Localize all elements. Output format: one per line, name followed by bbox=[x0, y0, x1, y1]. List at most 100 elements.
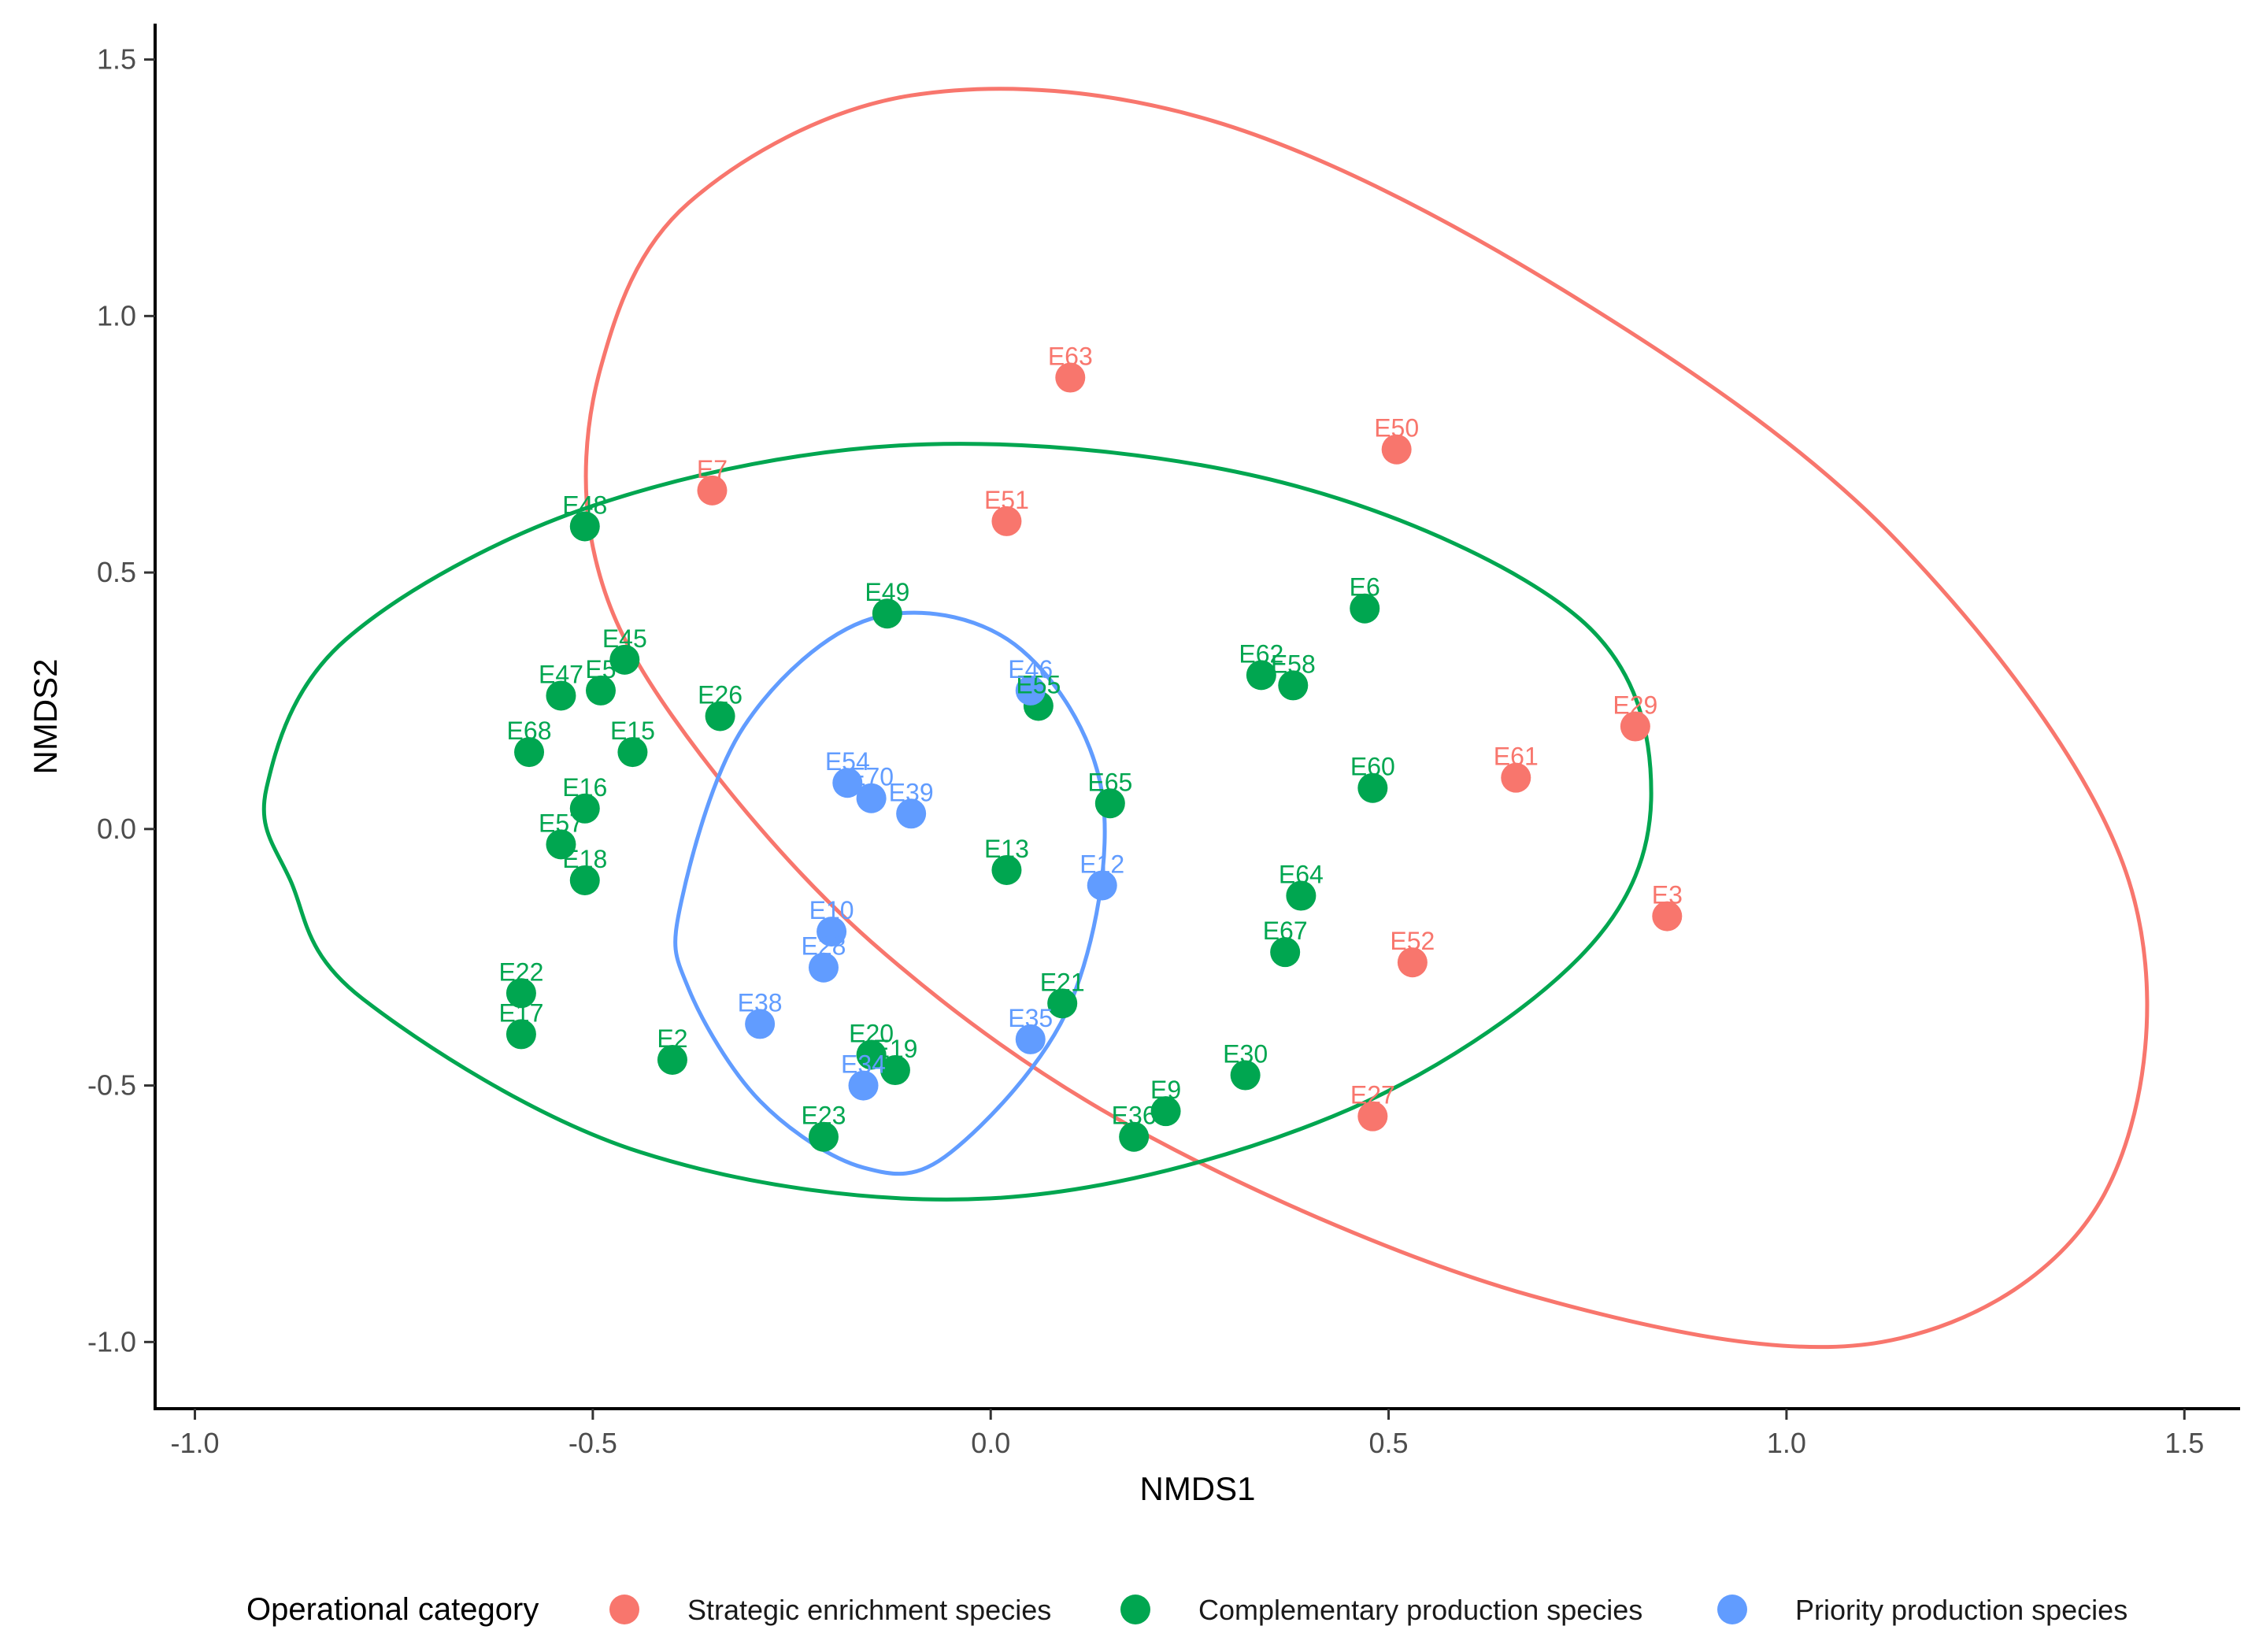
point-label-e60: E60 bbox=[1350, 753, 1395, 781]
point-label-e50: E50 bbox=[1374, 414, 1419, 443]
x-tick-label: 0.0 bbox=[971, 1427, 1010, 1459]
x-tick-label: 1.0 bbox=[1767, 1427, 1806, 1459]
x-tick-label: 1.5 bbox=[2165, 1427, 2204, 1459]
point-e15 bbox=[617, 737, 648, 768]
point-label-e64: E64 bbox=[1279, 861, 1324, 889]
point-label-e3: E3 bbox=[1652, 881, 1683, 909]
point-e57 bbox=[546, 829, 576, 860]
legend-label-complementary-production-species: Complementary production species bbox=[1198, 1594, 1642, 1626]
point-label-e10: E10 bbox=[809, 896, 854, 924]
point-label-e52: E52 bbox=[1390, 927, 1435, 955]
point-label-e7: E7 bbox=[697, 455, 728, 483]
point-label-e36: E36 bbox=[1112, 1102, 1157, 1130]
point-e68 bbox=[514, 737, 545, 768]
point-e46 bbox=[1015, 675, 1046, 706]
legend: Operational category Strategic enrichmen… bbox=[246, 1592, 2128, 1627]
x-tick-label: -1.0 bbox=[171, 1427, 220, 1459]
x-tick-label: 0.5 bbox=[1369, 1427, 1409, 1459]
y-tick-label: 0.0 bbox=[97, 813, 136, 845]
point-e58 bbox=[1278, 670, 1309, 701]
ellipse-complementary-production-species bbox=[261, 442, 1654, 1202]
point-label-e30: E30 bbox=[1223, 1040, 1268, 1069]
y-tick-label: 1.0 bbox=[97, 299, 136, 332]
point-label-e68: E68 bbox=[507, 717, 552, 745]
point-label-e26: E26 bbox=[698, 681, 743, 709]
point-e47 bbox=[546, 680, 576, 711]
point-e35 bbox=[1015, 1024, 1046, 1054]
point-e29 bbox=[1620, 711, 1650, 742]
y-axis-ticks: -1.0 -0.5 0.0 0.5 1.0 1.5 bbox=[87, 43, 155, 1358]
point-e48 bbox=[569, 511, 600, 542]
legend-key-strategic-enrichment-species bbox=[609, 1595, 639, 1624]
point-e30 bbox=[1230, 1060, 1261, 1091]
point-e51 bbox=[991, 506, 1022, 536]
legend-label-strategic-enrichment-species: Strategic enrichment species bbox=[687, 1594, 1051, 1626]
point-label-e55: E55 bbox=[1016, 670, 1061, 698]
point-e62 bbox=[1246, 660, 1276, 691]
point-label-e46: E46 bbox=[1008, 655, 1053, 683]
y-axis-title: NMDS2 bbox=[27, 658, 64, 774]
point-label-e19: E19 bbox=[872, 1035, 917, 1063]
confidence-ellipses bbox=[261, 87, 2150, 1350]
point-label-e29: E29 bbox=[1613, 691, 1657, 720]
point-label-e48: E48 bbox=[562, 491, 607, 519]
point-e19 bbox=[880, 1055, 910, 1086]
point-label-e35: E35 bbox=[1008, 1004, 1053, 1032]
point-label-e61: E61 bbox=[1494, 743, 1539, 771]
legend-title: Operational category bbox=[246, 1592, 539, 1627]
point-label-e21: E21 bbox=[1040, 968, 1085, 996]
point-label-e28: E28 bbox=[802, 932, 846, 961]
point-label-e67: E67 bbox=[1263, 917, 1308, 945]
point-label-e49: E49 bbox=[865, 578, 909, 606]
point-e2 bbox=[657, 1044, 687, 1075]
legend-key-complementary-production-species bbox=[1120, 1595, 1150, 1624]
point-e36 bbox=[1119, 1121, 1150, 1152]
point-e7 bbox=[697, 475, 728, 506]
point-label-e51: E51 bbox=[984, 486, 1029, 514]
point-e50 bbox=[1381, 434, 1412, 465]
point-e34 bbox=[848, 1070, 879, 1101]
point-label-e9: E9 bbox=[1150, 1076, 1181, 1104]
point-e23 bbox=[808, 1121, 839, 1152]
point-label-e65: E65 bbox=[1087, 768, 1132, 796]
point-label-e12: E12 bbox=[1080, 850, 1124, 878]
data-points bbox=[505, 362, 1683, 1152]
point-e12 bbox=[1087, 870, 1117, 901]
point-label-e6: E6 bbox=[1350, 573, 1380, 602]
point-e52 bbox=[1397, 947, 1428, 978]
point-label-e17: E17 bbox=[498, 998, 543, 1027]
point-label-e63: E63 bbox=[1048, 343, 1093, 371]
point-e6 bbox=[1350, 593, 1380, 624]
point-e26 bbox=[705, 701, 735, 732]
point-label-e62: E62 bbox=[1239, 639, 1283, 668]
point-e28 bbox=[808, 952, 839, 983]
point-e13 bbox=[991, 854, 1022, 885]
point-label-e2: E2 bbox=[657, 1024, 687, 1053]
point-label-e15: E15 bbox=[610, 717, 655, 745]
point-label-e13: E13 bbox=[984, 835, 1029, 863]
point-label-e47: E47 bbox=[539, 660, 583, 688]
point-e45 bbox=[609, 644, 640, 675]
point-label-e45: E45 bbox=[602, 624, 647, 653]
x-axis-title: NMDS1 bbox=[1139, 1470, 1255, 1507]
point-e27 bbox=[1357, 1101, 1388, 1132]
point-label-e5: E5 bbox=[585, 655, 616, 683]
point-label-e16: E16 bbox=[562, 773, 607, 802]
point-label-e27: E27 bbox=[1350, 1081, 1395, 1109]
point-e17 bbox=[505, 1019, 536, 1050]
point-e3 bbox=[1652, 901, 1683, 932]
point-e54 bbox=[832, 768, 863, 798]
y-tick-label: -1.0 bbox=[87, 1325, 136, 1358]
point-e60 bbox=[1357, 772, 1388, 803]
point-e20 bbox=[856, 1039, 887, 1070]
legend-key-priority-production-species bbox=[1717, 1595, 1747, 1624]
point-label-e34: E34 bbox=[841, 1050, 886, 1079]
point-e18 bbox=[569, 865, 600, 895]
point-e63 bbox=[1055, 362, 1086, 393]
point-e64 bbox=[1286, 880, 1317, 911]
axes bbox=[154, 24, 2240, 1410]
point-e5 bbox=[585, 675, 616, 706]
point-label-e22: E22 bbox=[498, 957, 543, 986]
point-e9 bbox=[1150, 1096, 1181, 1127]
